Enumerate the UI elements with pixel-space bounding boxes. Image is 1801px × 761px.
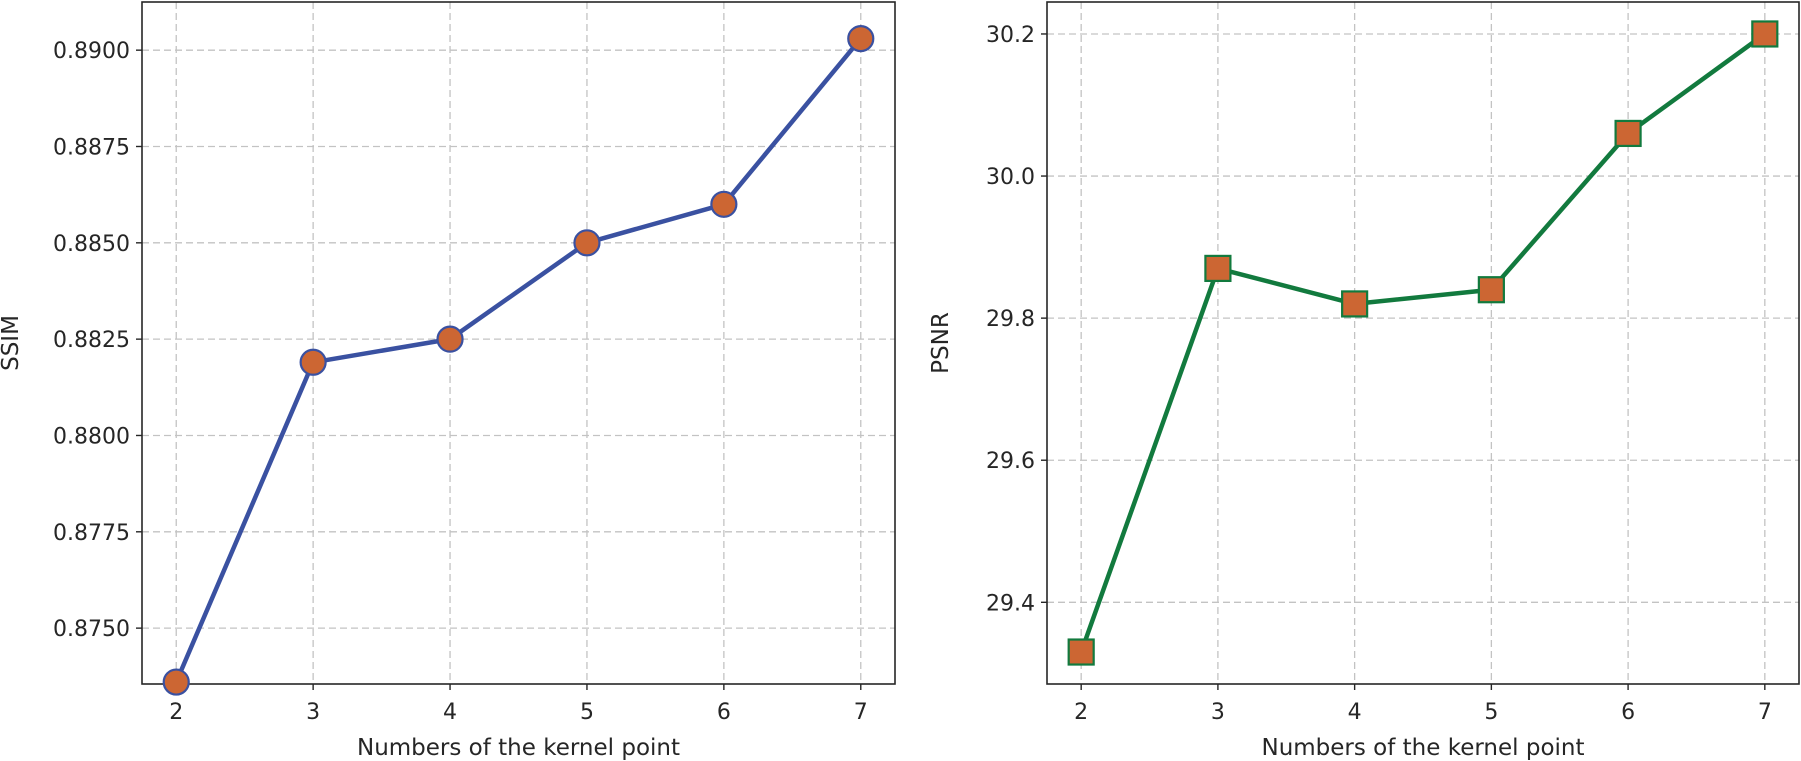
psnr-x-tick-label: 2 [1074, 700, 1088, 725]
ssim-y-tick-label: 0.8800 [53, 424, 130, 449]
psnr-data-point [1751, 20, 1779, 48]
psnr-y-axis-label: PSNR [928, 312, 954, 374]
psnr-plot-frame [1046, 1, 1800, 685]
psnr-x-tick-label: 7 [1758, 700, 1772, 725]
ssim-x-tick-label: 3 [306, 700, 320, 725]
psnr-data-point [1341, 290, 1369, 318]
ssim-x-tick-label: 5 [580, 700, 594, 725]
ssim-y-tick-label: 0.8850 [53, 232, 130, 257]
ssim-x-axis-label: Numbers of the kernel point [357, 735, 680, 761]
psnr-series-line [1079, 32, 1767, 653]
psnr-y-tick-label: 30.2 [986, 23, 1035, 48]
ssim-chart: 2 3 4 5 6 7 0.8750 0.8775 0.8800 0.8825 0.8850 0.88… [0, 1, 896, 761]
psnr-x-tick-label: 6 [1621, 700, 1635, 725]
psnr-chart: 2 3 4 5 6 7 29.4 29.6 29.8 30.0 30.2 Numbers of the… [928, 1, 1800, 761]
psnr-data-point [1614, 119, 1642, 148]
ssim-y-axis-label: SSIM [0, 315, 24, 371]
psnr-x-axis-label: Numbers of the kernel point [1261, 735, 1584, 761]
psnr-y-tick-label: 29.8 [986, 307, 1035, 332]
ssim-y-tick-label: 0.8775 [53, 521, 130, 546]
ssim-plot-frame [141, 1, 896, 685]
psnr-data-point [1204, 254, 1232, 283]
ssim-y-tick-label: 0.8875 [53, 135, 130, 160]
psnr-x-tick-label: 4 [1348, 700, 1362, 725]
ssim-data-point [436, 325, 464, 353]
ssim-data-point [299, 348, 327, 376]
ssim-x-tick-label: 6 [717, 700, 731, 725]
psnr-grid [1047, 2, 1799, 684]
ssim-series-line [174, 37, 863, 683]
ssim-x-tick-label: 7 [854, 700, 868, 725]
ssim-x-tick-label: 2 [169, 700, 183, 725]
ssim-y-tick-label: 0.8900 [53, 39, 130, 64]
psnr-y-tick-label: 30.0 [986, 165, 1035, 190]
ssim-data-point [710, 190, 738, 218]
psnr-y-tick-label: 29.4 [986, 591, 1035, 616]
psnr-data-point [1067, 638, 1095, 666]
psnr-data-point [1477, 276, 1505, 304]
psnr-x-tick-label: 5 [1484, 700, 1498, 725]
psnr-x-tick-label: 3 [1211, 700, 1225, 725]
ssim-x-tick-label: 4 [443, 700, 457, 725]
ssim-data-point [573, 229, 601, 257]
ssim-y-tick-label: 0.8825 [53, 328, 130, 353]
ssim-grid [142, 2, 895, 684]
ssim-data-point [847, 25, 875, 53]
ssim-y-tick-label: 0.8750 [53, 617, 130, 642]
ssim-data-point [162, 668, 190, 696]
psnr-y-tick-label: 29.6 [986, 449, 1035, 474]
